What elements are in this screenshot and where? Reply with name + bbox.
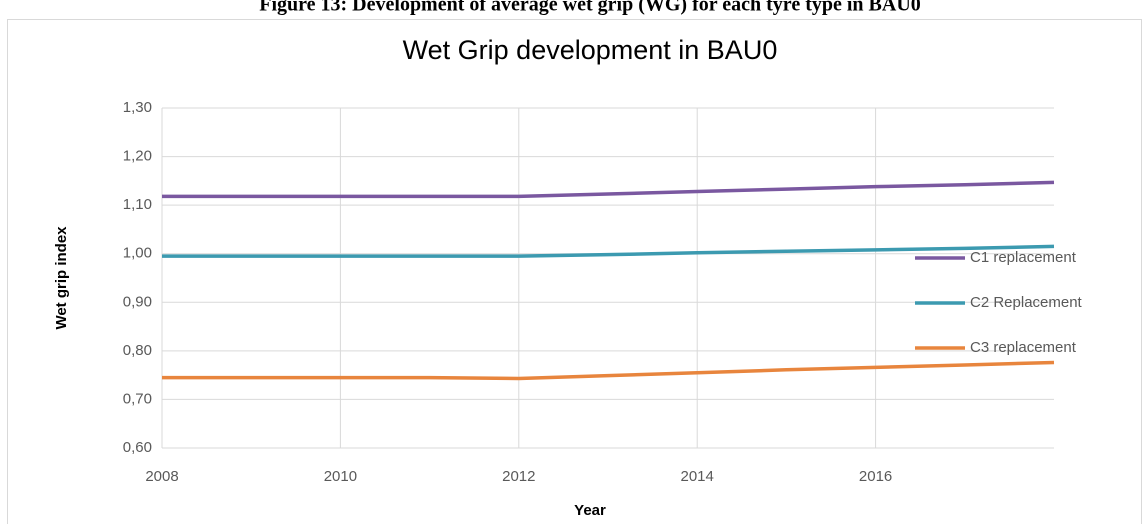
- y-tick-label: 1,20: [123, 148, 152, 165]
- data-line: [162, 244, 1055, 258]
- legend-label: C3 replacement: [970, 339, 1077, 356]
- y-tick-label: 0,60: [123, 439, 152, 456]
- y-tick-label: 1,10: [123, 196, 152, 213]
- legend-label: C2 Replacement: [970, 294, 1083, 311]
- chart-title: Wet Grip development in BAU0: [403, 35, 778, 65]
- y-axis-label: Wet grip index: [53, 226, 70, 330]
- chart-border: [7, 19, 1142, 524]
- x-tick-label: 2012: [502, 468, 535, 485]
- caption: Figure 13: Development of average wet gr…: [259, 0, 921, 16]
- y-tick-label: 1,30: [123, 99, 152, 116]
- y-tick-label: 0,70: [123, 390, 152, 407]
- x-axis-label: Year: [574, 502, 606, 519]
- legend-label: C1 replacement: [970, 249, 1077, 266]
- data-line: [162, 180, 1055, 199]
- y-tick-label: 0,80: [123, 342, 152, 359]
- x-tick-label: 2014: [681, 468, 714, 485]
- data-line: [162, 360, 1055, 381]
- x-tick-label: 2016: [859, 468, 892, 485]
- x-tick-label: 2008: [145, 468, 178, 485]
- x-tick-label: 2010: [324, 468, 357, 485]
- y-tick-label: 0,90: [123, 293, 152, 310]
- y-tick-label: 1,00: [123, 245, 152, 262]
